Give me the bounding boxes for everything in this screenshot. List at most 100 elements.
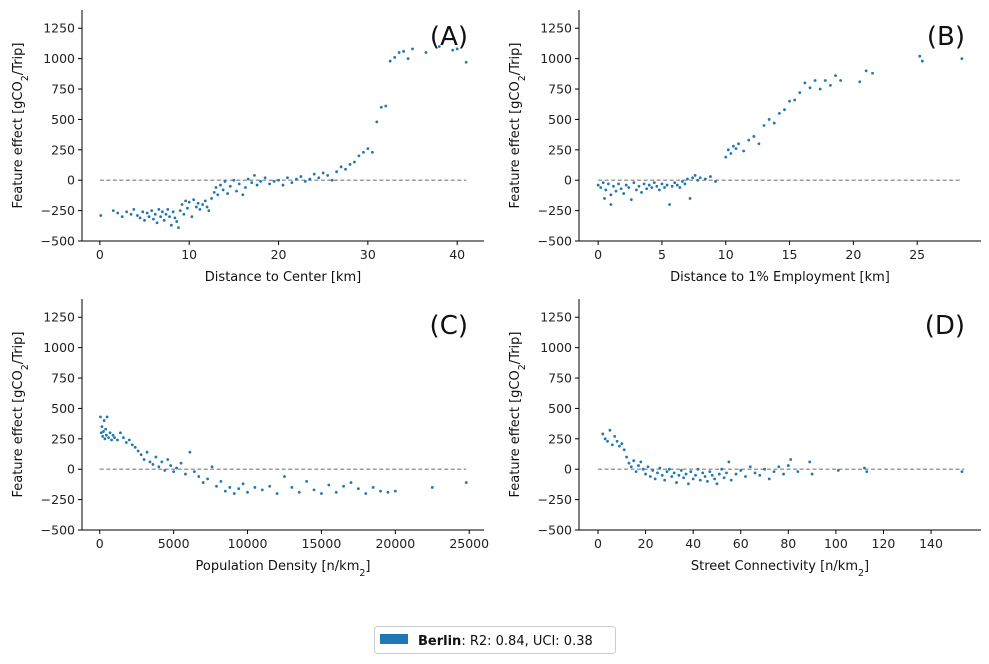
- panel-b-data-point: [808, 86, 812, 90]
- panel-a-ytick-label: 0: [67, 173, 75, 188]
- panel-a-xtick-label: 30: [360, 247, 376, 262]
- panel-c-xtick-label: 10000: [228, 536, 268, 551]
- panel-b-data-point: [734, 147, 738, 151]
- panel-c-xtick-label: 0: [96, 536, 104, 551]
- panel-a-data-point: [228, 184, 232, 188]
- panel-c-xtick-label: 15000: [302, 536, 342, 551]
- panel-a-data-point: [259, 180, 263, 183]
- panel-a-ytick-label: 500: [51, 112, 75, 127]
- panel-a-data-point: [464, 60, 468, 64]
- panel-c-data-point: [253, 486, 257, 489]
- panel-d-data-point: [648, 475, 652, 478]
- panel-a-ytick-label: 1000: [43, 51, 75, 66]
- panel-d-data-point: [727, 460, 731, 464]
- panel-b-data-point: [645, 187, 649, 191]
- panel-d-data-point: [677, 473, 681, 477]
- panel-b-data-point: [732, 144, 735, 148]
- panel-b-data-point: [737, 142, 740, 146]
- panel-b-data-point: [688, 197, 692, 200]
- panel-a-data-point: [226, 192, 230, 195]
- panel-a: −500 −250 0 250 500 750 1000 1250 0 10 20 30 40 Dista…: [11, 10, 484, 285]
- panel-d-data-point: [836, 469, 840, 472]
- panel-c-data-point: [327, 483, 331, 487]
- panel-a-data-point: [321, 171, 325, 175]
- panel-a-data-point: [241, 193, 245, 197]
- panel-d-data-point: [808, 460, 812, 464]
- panel-d-data-point: [672, 471, 676, 475]
- panel-c-y-label: Feature effect [gCO2/Trip]: [11, 332, 31, 498]
- panel-c-data-point: [275, 492, 279, 495]
- panel-b-data-point: [793, 98, 797, 102]
- panel-d-letter: (D): [925, 311, 965, 341]
- panel-c-data-point: [103, 437, 107, 441]
- panel-c-data-point: [320, 492, 323, 495]
- panel-b-data-point: [678, 186, 682, 189]
- panel-d-xtick-label: 140: [919, 536, 943, 551]
- panel-b-data-point: [858, 80, 862, 84]
- panel-a-ytick-label: 750: [51, 82, 75, 97]
- panel-a-data-point: [312, 172, 316, 176]
- panel-a-data-point: [147, 215, 151, 219]
- panel-b-data-point: [920, 59, 924, 63]
- panel-d-data-point: [656, 471, 659, 475]
- panel-a-data-point: [375, 120, 379, 124]
- panel-d-ytick-label: 1250: [540, 310, 572, 325]
- panel-a-data-point: [451, 48, 455, 52]
- panel-a-xtick-label: 10: [181, 247, 197, 262]
- panel-b-ytick-label: −250: [538, 203, 572, 218]
- panel-d-data-point: [637, 464, 640, 467]
- panel-d-xtick-label: 40: [685, 536, 701, 551]
- panel-c-data-point: [197, 475, 201, 478]
- panel-b-data-point: [777, 111, 781, 115]
- panel-b-data-point: [714, 180, 717, 183]
- panel-a-data-point: [299, 175, 303, 178]
- panel-a-data-point: [182, 212, 186, 216]
- panel-c-data-point: [154, 455, 158, 459]
- panel-d-data-point: [618, 444, 621, 448]
- panel-a-data-point: [402, 49, 405, 53]
- panel-a-data-point: [362, 150, 365, 154]
- panel-b-data-point: [627, 186, 631, 189]
- panel-a-data-point: [379, 105, 383, 109]
- panel-c-data-point: [192, 470, 196, 474]
- panel-d-data-point: [653, 477, 657, 481]
- legend-sep: :: [461, 634, 470, 649]
- panel-b-data-point: [680, 180, 684, 183]
- panel-a-data-point: [207, 209, 211, 213]
- panel-a-data-point: [393, 56, 397, 59]
- panel-c-data-point: [111, 433, 115, 437]
- panel-b-data-point: [637, 184, 641, 188]
- panel-b-xtick-label: 10: [718, 247, 734, 262]
- panel-d-data-point: [960, 470, 964, 474]
- panel-a-data-point: [143, 218, 146, 222]
- panel-a-x-label: Distance to Center [km]: [205, 270, 361, 285]
- panel-a-letter: (A): [430, 22, 468, 52]
- panel-d-data-point: [722, 476, 726, 480]
- panel-b-data-point: [691, 176, 694, 180]
- panel-d-data-point: [703, 475, 707, 478]
- legend-name: Berlin: [418, 634, 461, 649]
- panel-b: −500 −250 0 250 500 750 1000 1250 0 5 10 15 20 25 Dist…: [508, 10, 981, 285]
- panel-c-x-label-subscript: 2: [359, 568, 365, 579]
- panel-a-data-point: [169, 223, 173, 227]
- panel-c-data-point: [100, 425, 104, 429]
- panel-d-data-point: [606, 439, 609, 443]
- panel-a-data-point: [175, 220, 179, 223]
- panel-b-data-point: [813, 79, 817, 82]
- panel-d-data-point: [682, 476, 686, 480]
- panel-a-data-point: [219, 183, 222, 187]
- panel-d-data-point: [698, 478, 702, 482]
- panel-a-data-point: [411, 47, 414, 51]
- panel-b-xtick-label: 25: [909, 247, 925, 262]
- panel-d-y-label-part: /Trip]: [508, 332, 523, 365]
- panel-b-ytick-label: 1000: [540, 51, 572, 66]
- panel-b-data-point: [652, 181, 656, 185]
- panel-d-y-label-part: Feature effect [gCO: [508, 370, 523, 497]
- panel-c-data-point: [169, 464, 173, 467]
- panel-a-xtick-label: 40: [449, 247, 465, 262]
- panel-d: −500 −250 0 250 500 750 1000 1250 0 20 40 60 80 100 12…: [508, 299, 981, 579]
- panel-b-data-point: [609, 203, 613, 206]
- panel-a-y-label: Feature effect [gCO2/Trip]: [11, 43, 31, 209]
- panel-a-data-point: [244, 186, 247, 189]
- panel-c-data-point: [184, 472, 187, 476]
